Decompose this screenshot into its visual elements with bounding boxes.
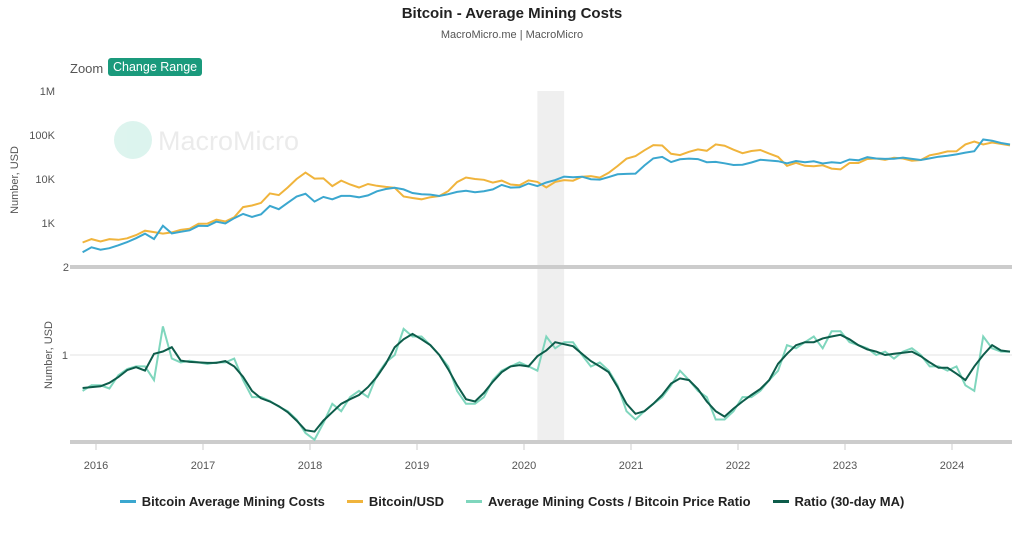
y-tick-label: 2: [63, 262, 69, 274]
legend-swatch: [772, 500, 789, 503]
x-tick-label: 2021: [619, 460, 643, 472]
x-tick-label: 2018: [298, 460, 322, 472]
zoom-label: Zoom: [70, 61, 104, 76]
legend-swatch: [346, 500, 363, 503]
x-tick-label: 2022: [726, 460, 750, 472]
series-mining-costs: [82, 138, 1011, 254]
legend-item-ratio[interactable]: Average Mining Costs / Bitcoin Price Rat…: [466, 494, 751, 509]
series-bitcoin-usd: [82, 140, 1011, 244]
x-tick-label: 2023: [833, 460, 857, 472]
watermark-logo-icon: [114, 121, 152, 159]
y-tick-label: 10K: [35, 174, 55, 186]
x-tick-label: 2024: [940, 460, 964, 472]
x-tick-label: 2019: [405, 460, 429, 472]
legend-label: Average Mining Costs / Bitcoin Price Rat…: [488, 494, 751, 509]
legend-swatch: [119, 500, 136, 503]
y-tick-label: 1: [62, 350, 68, 362]
upper-y-axis-title: Number, USD: [9, 146, 21, 214]
y-tick-label: 100K: [29, 130, 55, 142]
x-tick-label: 2017: [191, 460, 215, 472]
legend-label: Bitcoin/USD: [368, 494, 445, 509]
change-range-button[interactable]: Change Range: [108, 58, 203, 76]
legend-label: Ratio (30-day MA): [794, 494, 905, 509]
chart-subtitle: MacroMicro.me | MacroMicro: [440, 29, 584, 41]
legend-swatch: [466, 500, 483, 503]
y-tick-label: 1K: [42, 218, 56, 230]
legend-item-ratio-ma[interactable]: Ratio (30-day MA): [772, 494, 905, 509]
watermark: MacroMicro: [114, 121, 299, 159]
lower-y-axis-title: Number, USD: [43, 321, 55, 389]
legend: Bitcoin Average Mining Costs Bitcoin/USD…: [0, 494, 1024, 509]
y-tick-label: 1M: [40, 86, 55, 98]
x-tick-label: 2020: [512, 460, 536, 472]
series-ratio-ma: [82, 332, 1011, 433]
legend-item-btc-usd[interactable]: Bitcoin/USD: [346, 494, 445, 509]
x-tick-label: 2016: [84, 460, 108, 472]
legend-item-mining-costs[interactable]: Bitcoin Average Mining Costs: [119, 494, 325, 509]
chart-title: Bitcoin - Average Mining Costs: [401, 5, 623, 22]
watermark-text: MacroMicro: [158, 126, 299, 156]
legend-label: Bitcoin Average Mining Costs: [141, 494, 325, 509]
